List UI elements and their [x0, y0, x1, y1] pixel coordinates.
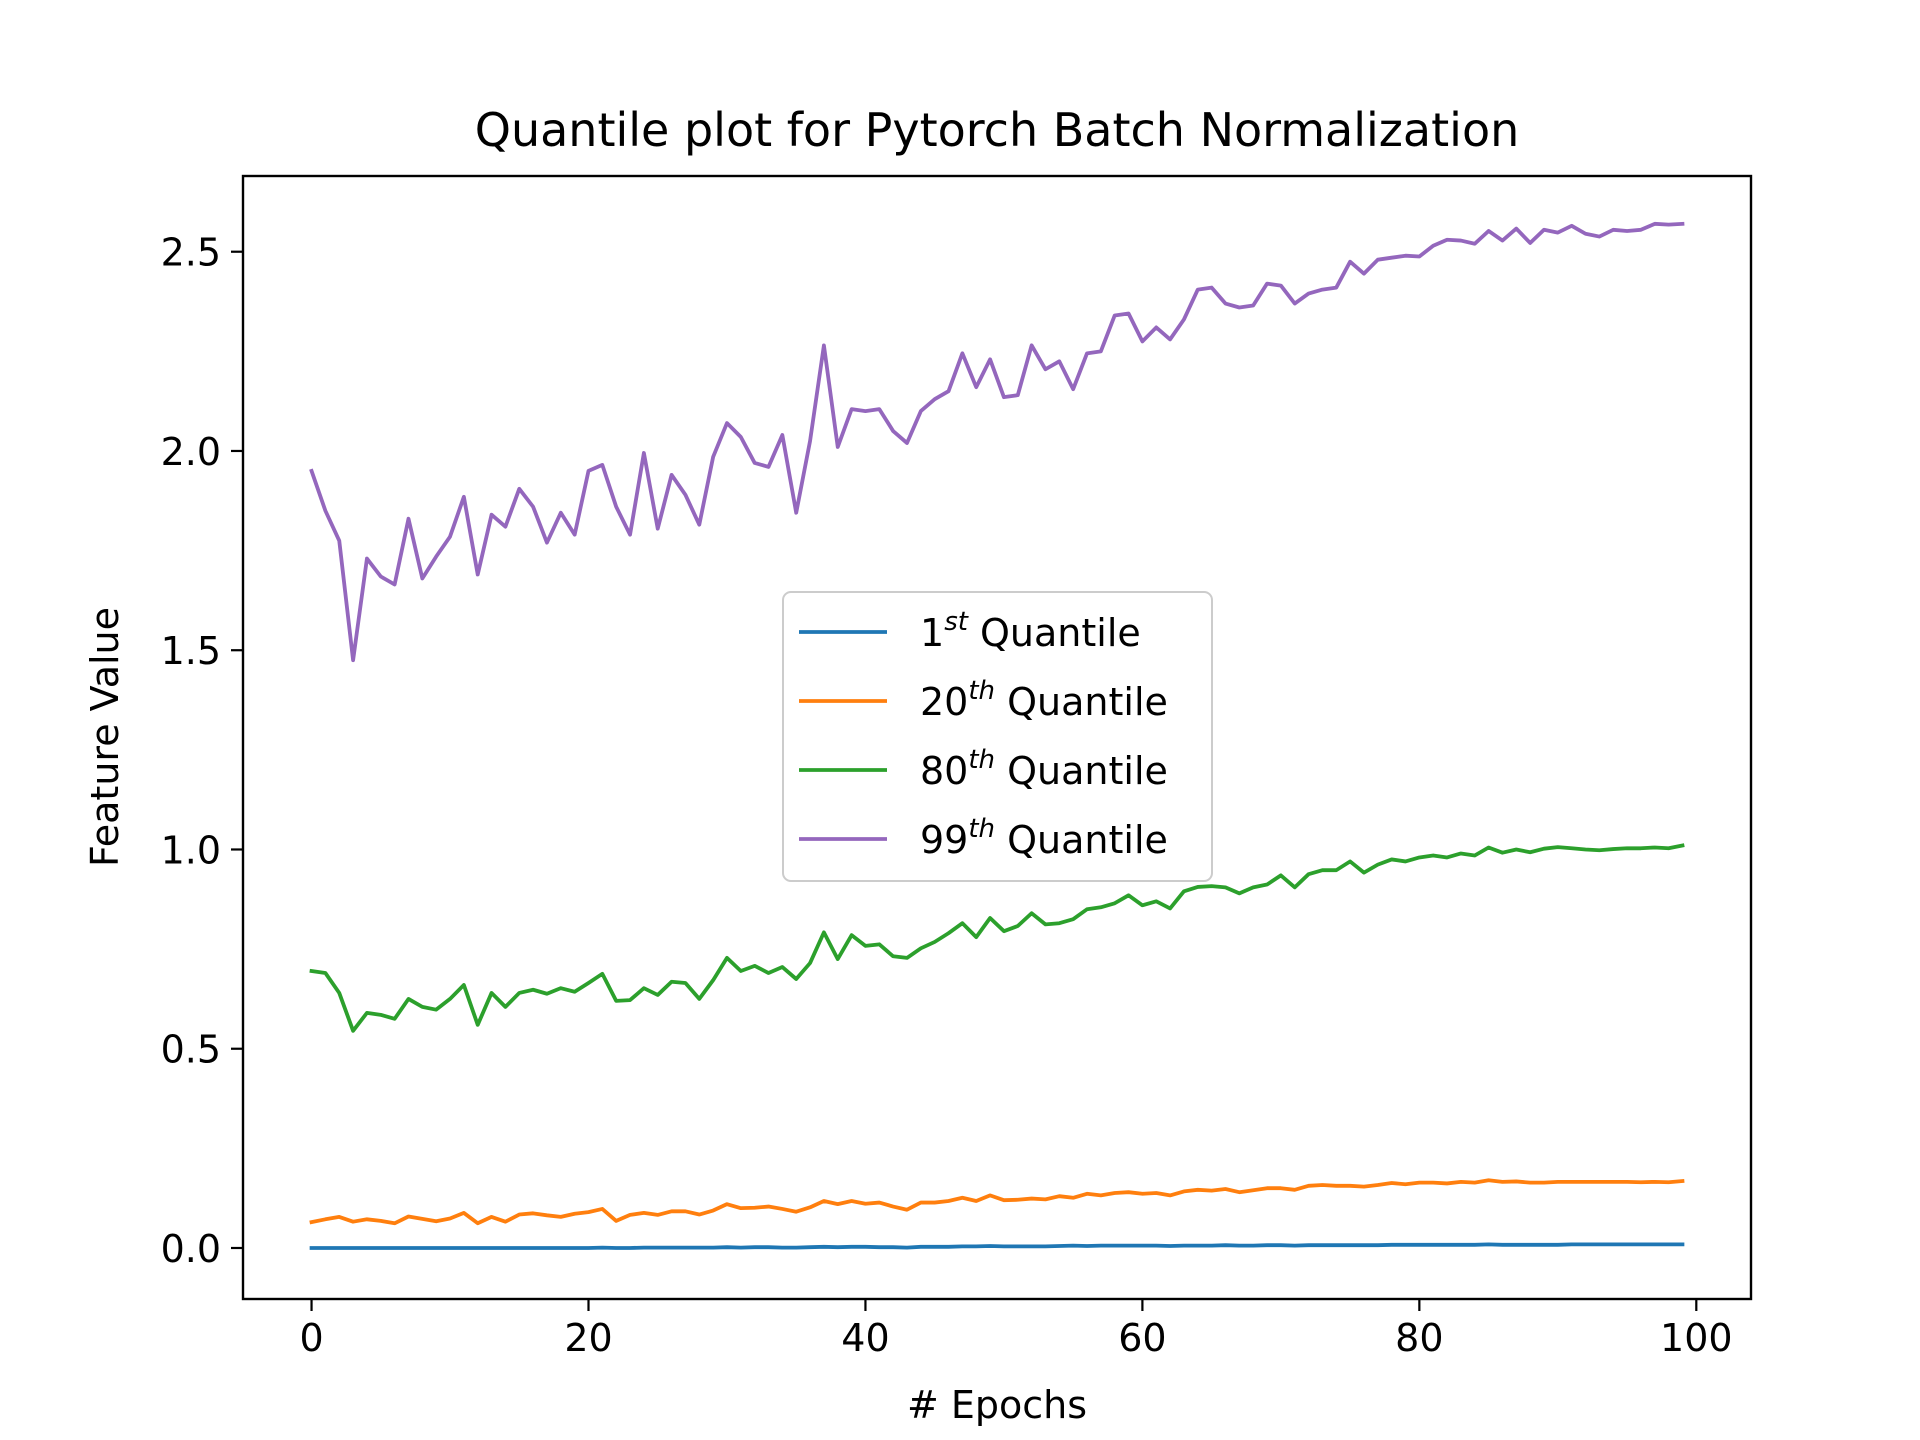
x-axis-ticks: 0 20 40 60 80 100: [299, 1299, 1733, 1360]
x-tick-label: 60: [1118, 1316, 1166, 1360]
series-line-1: [309, 1242, 1685, 1250]
y-axis-label: Feature Value: [83, 607, 127, 867]
legend-label-2: 20th Quantile: [920, 676, 1168, 724]
x-axis-label: # Epochs: [907, 1383, 1087, 1427]
series-line-3: [309, 843, 1685, 1033]
legend-label-3: 80th Quantile: [920, 745, 1168, 793]
x-tick-label: 0: [299, 1316, 323, 1360]
y-tick-label: 1.0: [161, 828, 221, 872]
y-tick-label: 1.5: [161, 629, 221, 673]
plot-lines: [309, 221, 1685, 1250]
legend-box: [782, 591, 1213, 882]
y-tick-label: 2.5: [161, 231, 221, 275]
y-tick-label: 0.0: [161, 1227, 221, 1271]
y-axis-ticks: 0.0 0.5 1.0 1.5 2.0 2.5: [161, 231, 243, 1271]
series-line-2: [309, 1178, 1685, 1226]
legend-label-4: 99th Quantile: [920, 814, 1168, 862]
chart-title: Quantile plot for Pytorch Batch Normaliz…: [475, 103, 1520, 157]
series-line-4: [309, 221, 1685, 663]
x-tick-label: 80: [1395, 1316, 1443, 1360]
plot-area-frame: [241, 174, 1753, 1301]
legend: 1st Quantile 20th Quantile 80th Quantile 99…: [782, 591, 1213, 882]
x-tick-label: 20: [564, 1316, 612, 1360]
x-tick-label: 40: [841, 1316, 889, 1360]
y-tick-label: 0.5: [161, 1028, 221, 1072]
x-tick-label: 100: [1660, 1316, 1733, 1360]
y-tick-label: 2.0: [161, 430, 221, 474]
legend-label-1: 1st Quantile: [920, 607, 1141, 655]
